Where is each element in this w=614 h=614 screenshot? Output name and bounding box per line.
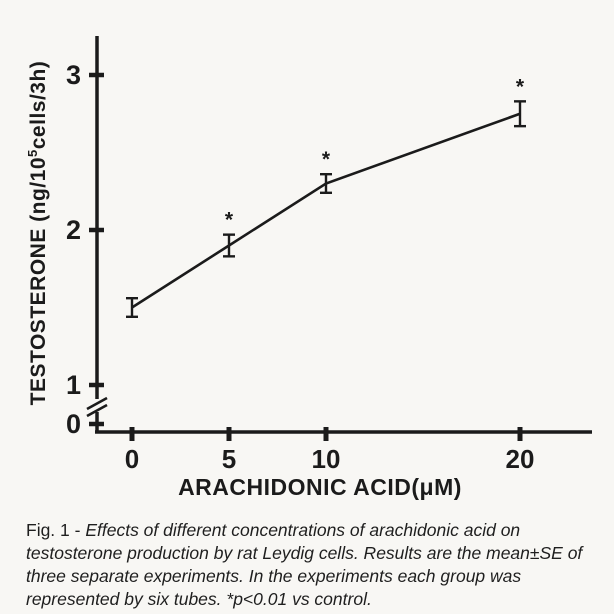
significance-asterisk: *	[225, 209, 234, 232]
x-tick-label: 5	[222, 444, 236, 470]
chart-plot: 0 1 2 3 0 5 10 20 * * *	[66, 36, 592, 474]
caption-text: Effects of different concentrations of a…	[26, 520, 583, 610]
significance-asterisk: *	[516, 75, 525, 98]
data-line	[131, 112, 521, 309]
y-tick-label: 1	[66, 370, 81, 400]
y-axis-label-superscript: 5	[25, 149, 40, 157]
x-axis-label: ARACHIDONIC ACID(μM)	[178, 474, 462, 500]
axis-break-slash	[86, 396, 108, 411]
y-axis-label-unit: cells/3h)	[27, 60, 50, 150]
significance-asterisk: *	[322, 148, 331, 171]
y-axis-label-text: TESTOSTERONE (ng/10	[27, 156, 50, 406]
axis-break-slash	[86, 403, 108, 418]
figure-caption: Fig. 1 - Effects of different concentrat…	[26, 519, 592, 611]
x-tick-label: 0	[125, 444, 139, 470]
x-tick-label: 20	[506, 444, 535, 470]
y-tick-label: 0	[66, 409, 81, 439]
y-tick-label: 2	[66, 215, 81, 245]
x-tick-label: 10	[312, 444, 341, 470]
y-tick-label: 3	[66, 60, 81, 90]
y-axis-label: TESTOSTERONE (ng/105cells/3h)	[22, 33, 50, 433]
caption-prefix: Fig. 1 -	[26, 520, 86, 540]
